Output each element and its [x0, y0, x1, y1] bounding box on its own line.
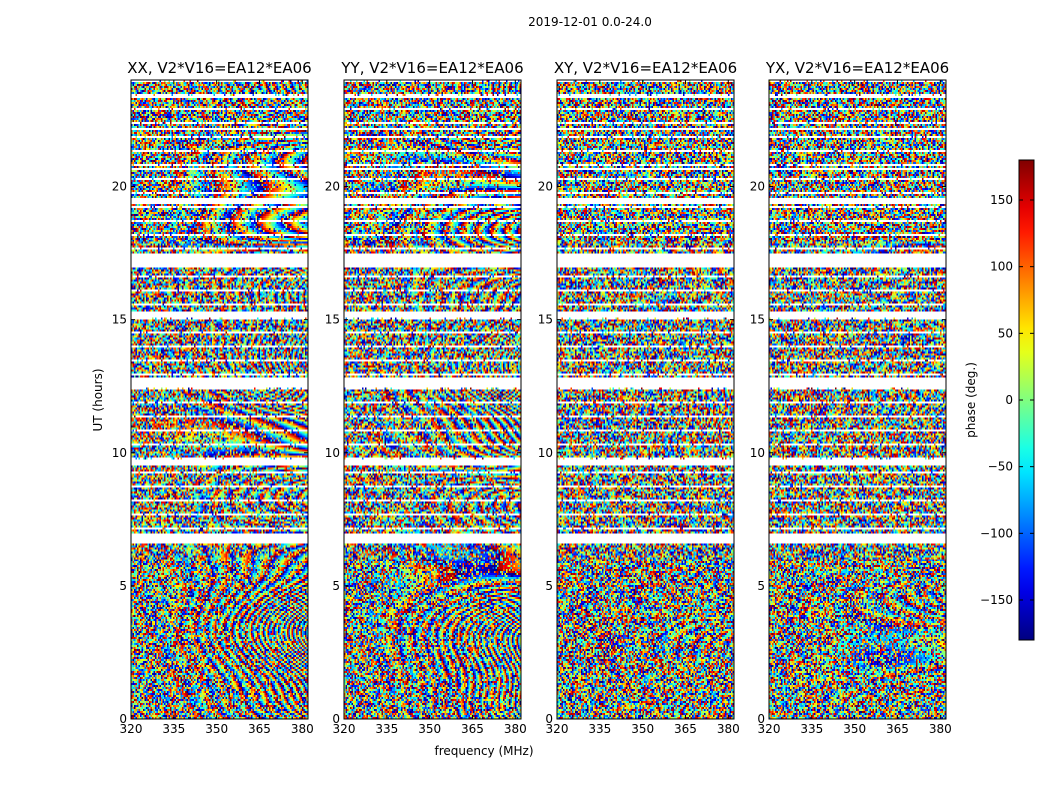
axes-frame [768, 79, 947, 720]
y-tick-label: 15 [538, 313, 553, 327]
y-tick-label: 5 [119, 579, 127, 593]
colorbar: 150 100 50 0 −50 −100 −150 [980, 159, 1035, 641]
panel-title: YY, V2*V16=EA12*EA06 [340, 59, 523, 77]
panel-xy: XY, V2*V16=EA12*EA06 320 335 350 365 380 0 5 10 1… [538, 59, 740, 736]
x-axis-label: frequency (MHz) [434, 744, 533, 758]
panel-title: XX, V2*V16=EA12*EA06 [127, 59, 311, 77]
x-tick-label: 335 [375, 722, 398, 736]
y-tick-label: 0 [119, 712, 127, 726]
y-tick-label: 10 [538, 446, 553, 460]
y-tick-label: 20 [538, 180, 553, 194]
panel-title: XY, V2*V16=EA12*EA06 [554, 59, 737, 77]
colorbar-tick-label: 100 [990, 260, 1013, 274]
x-tick-label: 380 [504, 722, 527, 736]
colorbar-tick-label: −150 [980, 593, 1013, 607]
axes-frame [130, 79, 309, 720]
colorbar-tick-label: −50 [988, 460, 1013, 474]
y-tick-label: 15 [325, 313, 340, 327]
y-tick-label: 0 [332, 712, 340, 726]
x-tick-label: 320 [333, 722, 356, 736]
x-tick-label: 350 [205, 722, 228, 736]
x-tick-label: 335 [588, 722, 611, 736]
y-tick-label: 5 [757, 579, 765, 593]
y-axis-label: UT (hours) [91, 368, 105, 431]
panel-yx: YX, V2*V16=EA12*EA06 320 335 350 365 380 0 5 10 1… [750, 59, 952, 736]
phase-heatmap [769, 80, 946, 719]
y-tick-label: 0 [757, 712, 765, 726]
phase-heatmap [131, 80, 308, 719]
y-tick-label: 20 [750, 180, 765, 194]
axes-frame [343, 79, 522, 720]
y-tick-label: 20 [325, 180, 340, 194]
x-tick-label: 350 [631, 722, 654, 736]
panels: XX, V2*V16=EA12*EA06 320 335 350 365 380 0 5 10 1… [112, 59, 952, 736]
y-tick-label: 15 [750, 313, 765, 327]
x-tick-label: 365 [674, 722, 697, 736]
x-tick-label: 380 [929, 722, 952, 736]
phase-heatmap [344, 80, 521, 719]
y-tick-label: 20 [112, 180, 127, 194]
x-tick-label: 335 [162, 722, 185, 736]
x-tick-label: 320 [758, 722, 781, 736]
y-tick-label: 5 [332, 579, 340, 593]
colorbar-label: phase (deg.) [964, 362, 978, 438]
panel-yy: YY, V2*V16=EA12*EA06 320 335 350 365 380 0 5 10 1… [325, 59, 527, 736]
panel-xx: XX, V2*V16=EA12*EA06 320 335 350 365 380 0 5 10 1… [112, 59, 314, 736]
y-tick-label: 10 [325, 446, 340, 460]
phase-heatmap [557, 80, 734, 719]
y-tick-label: 10 [750, 446, 765, 460]
figure-title: 2019-12-01 0.0-24.0 [528, 15, 652, 29]
y-tick-label: 10 [112, 446, 127, 460]
x-tick-label: 335 [800, 722, 823, 736]
x-tick-label: 350 [418, 722, 441, 736]
y-tick-label: 5 [545, 579, 553, 593]
x-tick-label: 380 [717, 722, 740, 736]
x-tick-label: 365 [886, 722, 909, 736]
x-tick-label: 350 [843, 722, 866, 736]
panel-title: YX, V2*V16=EA12*EA06 [765, 59, 949, 77]
x-tick-label: 320 [120, 722, 143, 736]
y-tick-label: 15 [112, 313, 127, 327]
x-tick-label: 365 [248, 722, 271, 736]
x-tick-label: 365 [461, 722, 484, 736]
colorbar-tick-label: 150 [990, 193, 1013, 207]
colorbar-tick-label: 50 [998, 326, 1013, 340]
axes-frame [556, 79, 735, 720]
y-tick-label: 0 [545, 712, 553, 726]
colorbar-tick-label: 0 [1005, 393, 1013, 407]
x-tick-label: 320 [546, 722, 569, 736]
x-tick-label: 380 [291, 722, 314, 736]
colorbar-tick-label: −100 [980, 526, 1013, 540]
